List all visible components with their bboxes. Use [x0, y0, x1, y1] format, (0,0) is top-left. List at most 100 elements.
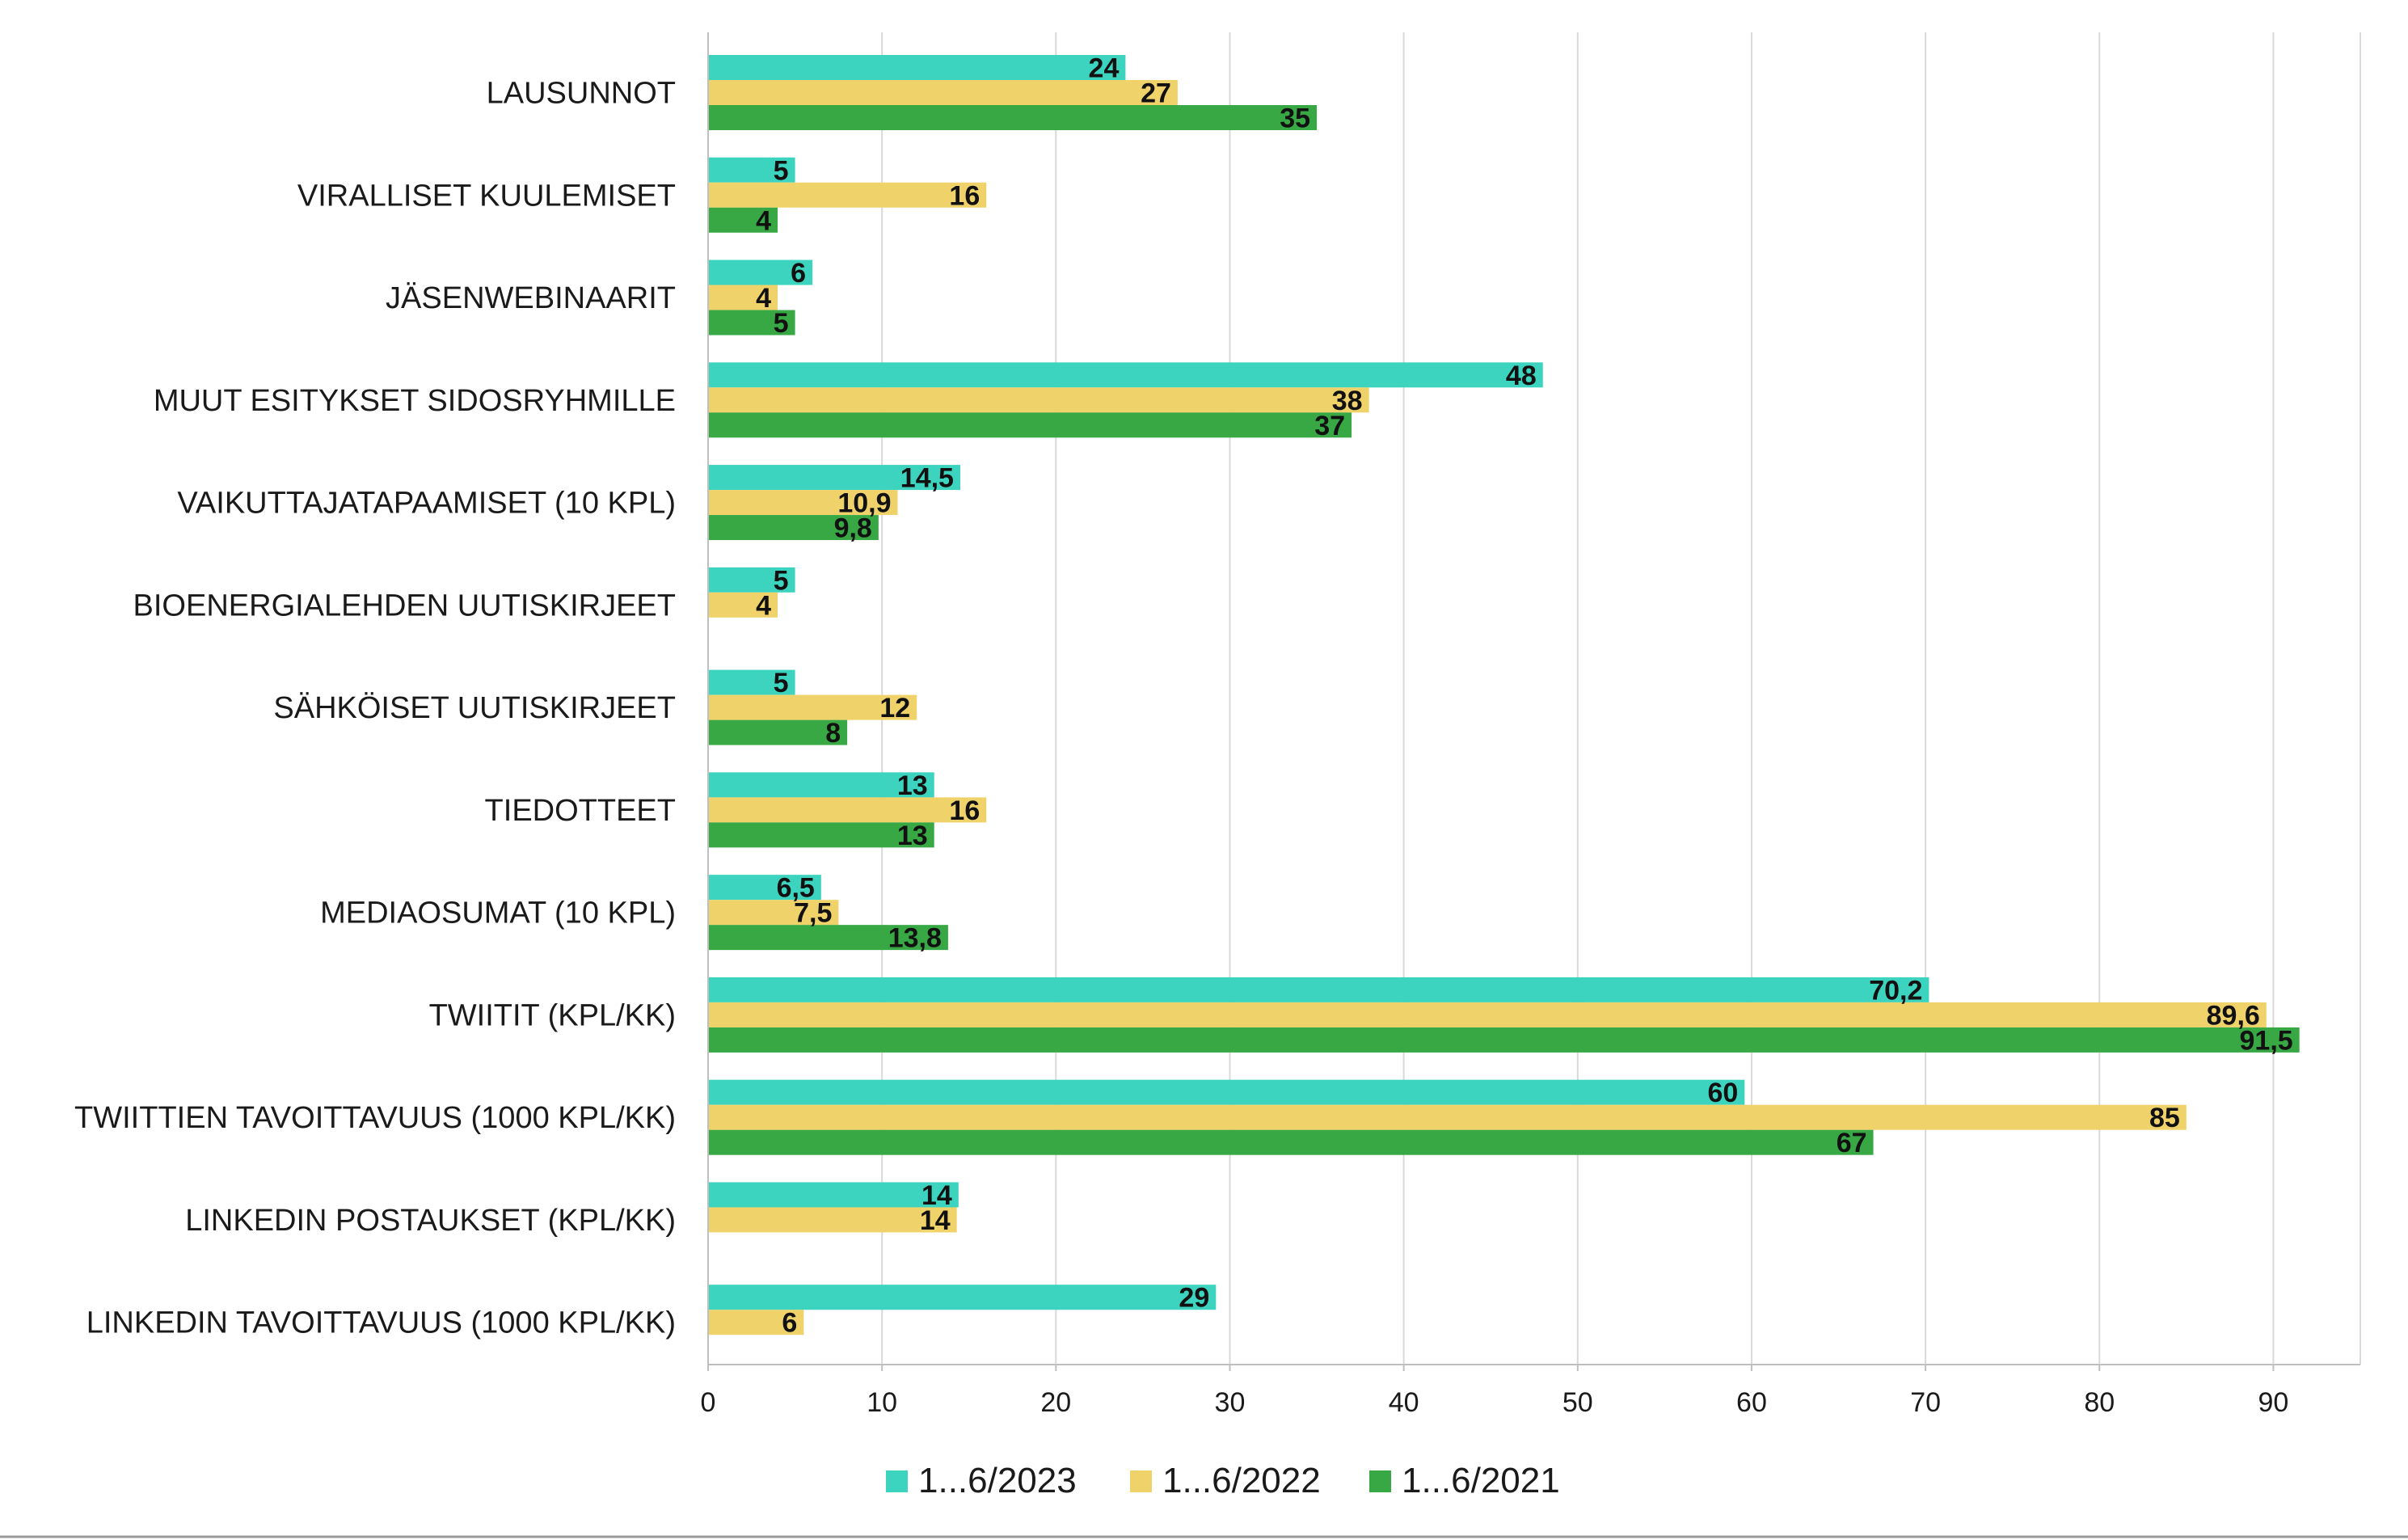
legend-label: 1...6/2023	[918, 1461, 1077, 1500]
x-axis: 0 10 20 30 40 50 60 70 80 90	[701, 32, 2360, 1418]
data-label: 6	[791, 258, 806, 289]
data-label: 5	[774, 668, 789, 698]
bar	[708, 1310, 804, 1335]
data-labels: 242735516464548383714,510,99,85451281316…	[756, 53, 2293, 1339]
bar	[708, 1207, 957, 1233]
bar	[708, 490, 898, 516]
bar	[708, 875, 821, 901]
bar	[708, 900, 839, 926]
x-tick-label: 40	[1389, 1387, 1419, 1418]
bar	[708, 412, 1352, 438]
bar	[708, 694, 917, 720]
x-tick-label: 20	[1040, 1387, 1071, 1418]
bar	[708, 1104, 2187, 1130]
data-label: 29	[1179, 1283, 1209, 1314]
bar	[708, 772, 934, 798]
data-label: 35	[1280, 103, 1310, 134]
category-label: JÄSENWEBINAARIT	[386, 281, 676, 315]
category-label: VAIKUTTAJATAPAAMISET (10 KPL)	[177, 487, 676, 521]
category-label: LINKEDIN POSTAUKSET (KPL/KK)	[185, 1204, 676, 1238]
category-label: MEDIAOSUMAT (10 KPL)	[320, 897, 676, 930]
x-tick-label: 10	[867, 1387, 897, 1418]
category-label: SÄHKÖISET UUTISKIRJEET	[273, 691, 676, 725]
bar	[708, 719, 848, 745]
category-label: VIRALLISET KUULEMISET	[297, 179, 676, 213]
data-label: 6,5	[777, 873, 815, 904]
bar	[708, 55, 1126, 80]
bar	[708, 1182, 959, 1208]
data-label: 37	[1314, 411, 1345, 441]
bars	[708, 55, 2300, 1335]
legend-swatch	[1369, 1470, 1391, 1492]
data-label: 7,5	[794, 898, 832, 929]
bar	[708, 310, 795, 335]
data-label: 12	[879, 693, 910, 724]
data-label: 89,6	[2207, 1000, 2260, 1031]
legend-label: 1...6/2021	[1402, 1461, 1560, 1500]
data-label: 24	[1089, 53, 1120, 84]
data-label: 14,5	[900, 463, 954, 494]
data-label: 67	[1837, 1128, 1867, 1158]
x-tick-label: 30	[1215, 1387, 1246, 1418]
data-label: 70,2	[1869, 975, 1922, 1006]
bar	[708, 1129, 1874, 1155]
data-label: 5	[774, 308, 789, 339]
data-label: 13	[897, 770, 928, 801]
bar	[708, 387, 1369, 413]
bar	[708, 259, 813, 285]
data-label: 14	[920, 1205, 951, 1236]
data-label: 4	[756, 283, 771, 314]
data-label: 8	[825, 718, 841, 749]
bar	[708, 80, 1178, 105]
data-label: 13	[897, 821, 928, 851]
bar	[708, 182, 987, 208]
bar	[708, 567, 795, 593]
category-label: TIEDOTTEET	[485, 794, 676, 828]
x-tick-label: 60	[1736, 1387, 1767, 1418]
bar	[708, 207, 778, 233]
legend: 1...6/2023 1...6/2022 1...6/2021	[886, 1461, 1560, 1500]
bar	[708, 592, 778, 618]
bar	[708, 1027, 2300, 1053]
bar	[708, 285, 778, 310]
data-label: 13,8	[888, 923, 942, 954]
category-label: TWIITTIEN TAVOITTAVUUS (1000 KPL/KK)	[74, 1101, 676, 1135]
category-label: LAUSUNNOT	[487, 77, 676, 111]
bar	[708, 797, 987, 823]
data-label: 4	[756, 205, 771, 236]
data-label: 38	[1332, 386, 1363, 416]
x-tick-label: 50	[1562, 1387, 1593, 1418]
category-labels: LAUSUNNOT VIRALLISET KUULEMISET JÄSENWEBIN…	[74, 77, 676, 1340]
bar	[708, 925, 948, 951]
bar	[708, 362, 1543, 388]
data-label: 60	[1708, 1078, 1739, 1108]
legend-label: 1...6/2022	[1162, 1461, 1321, 1500]
category-label: BIOENERGIALEHDEN UUTISKIRJEET	[133, 589, 676, 622]
x-tick-label: 70	[1910, 1387, 1941, 1418]
data-label: 91,5	[2240, 1025, 2293, 1056]
grid-lines	[881, 32, 2361, 1365]
data-label: 14	[921, 1180, 952, 1211]
bar	[708, 822, 934, 848]
x-tick-label: 90	[2258, 1387, 2289, 1418]
bar	[708, 1079, 1745, 1105]
bar	[708, 977, 1929, 1002]
bar	[708, 669, 795, 695]
data-label: 27	[1141, 78, 1171, 109]
bar	[708, 1002, 2267, 1027]
data-label: 16	[949, 795, 980, 826]
data-label: 10,9	[837, 488, 891, 519]
legend-swatch	[1130, 1470, 1152, 1492]
data-label: 4	[756, 590, 771, 621]
data-label: 48	[1506, 361, 1537, 391]
bar	[708, 1285, 1217, 1310]
category-label: LINKEDIN TAVOITTAVUUS (1000 KPL/KK)	[86, 1306, 676, 1340]
data-label: 6	[782, 1308, 797, 1339]
data-label: 9,8	[834, 513, 872, 544]
data-label: 5	[774, 565, 789, 596]
category-label: TWIITIT (KPL/KK)	[429, 998, 676, 1032]
bar	[708, 157, 795, 183]
category-label: MUUT ESITYKSET SIDOSRYHMILLE	[154, 384, 676, 418]
data-label: 85	[2149, 1103, 2180, 1133]
